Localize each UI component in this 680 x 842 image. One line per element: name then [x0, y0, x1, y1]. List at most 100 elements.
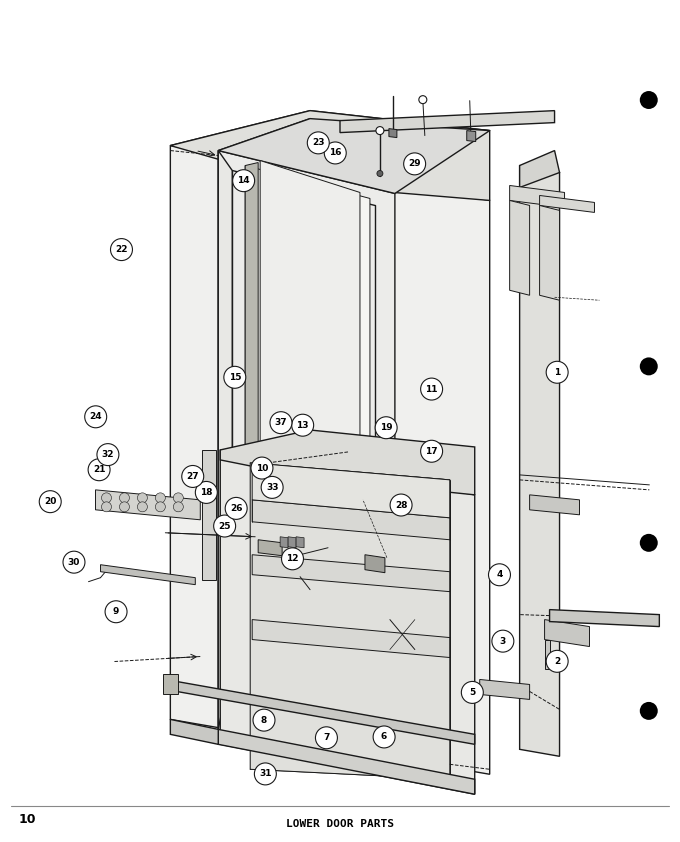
Text: 32: 32 — [102, 450, 114, 459]
Text: 11: 11 — [426, 385, 438, 393]
Text: 19: 19 — [380, 424, 392, 432]
Polygon shape — [509, 185, 564, 207]
Polygon shape — [252, 500, 449, 540]
Circle shape — [373, 726, 395, 748]
Text: 16: 16 — [329, 148, 341, 157]
Polygon shape — [340, 110, 555, 132]
Polygon shape — [252, 555, 449, 592]
Circle shape — [419, 96, 427, 104]
Circle shape — [225, 498, 247, 520]
Text: 15: 15 — [228, 373, 241, 381]
Text: LOWER DOOR PARTS: LOWER DOOR PARTS — [286, 819, 394, 829]
Polygon shape — [545, 620, 590, 647]
Polygon shape — [549, 610, 660, 626]
Text: 14: 14 — [237, 176, 250, 185]
Text: 4: 4 — [496, 570, 503, 579]
Circle shape — [261, 477, 283, 498]
Polygon shape — [252, 463, 449, 518]
Text: 6: 6 — [381, 733, 387, 742]
Circle shape — [233, 170, 254, 192]
Text: 33: 33 — [266, 482, 278, 492]
Polygon shape — [389, 129, 397, 137]
Circle shape — [251, 457, 273, 479]
Text: 2: 2 — [554, 657, 560, 666]
Circle shape — [640, 534, 658, 552]
Circle shape — [88, 459, 110, 481]
Circle shape — [101, 493, 112, 503]
Polygon shape — [466, 131, 476, 141]
Text: 31: 31 — [259, 770, 271, 778]
Polygon shape — [365, 555, 385, 573]
Polygon shape — [101, 565, 195, 584]
Circle shape — [137, 502, 148, 512]
Circle shape — [155, 502, 165, 512]
Circle shape — [85, 406, 107, 428]
Polygon shape — [288, 536, 296, 548]
Circle shape — [546, 650, 568, 672]
Circle shape — [546, 361, 568, 383]
Circle shape — [111, 238, 133, 260]
Text: 8: 8 — [261, 716, 267, 725]
Polygon shape — [479, 679, 530, 700]
Circle shape — [282, 548, 303, 570]
Text: 5: 5 — [469, 688, 475, 697]
Polygon shape — [530, 495, 579, 514]
Text: 20: 20 — [44, 497, 56, 506]
Circle shape — [461, 681, 483, 703]
Text: 9: 9 — [113, 607, 119, 616]
Circle shape — [39, 491, 61, 513]
Text: 29: 29 — [408, 159, 421, 168]
Circle shape — [63, 552, 85, 573]
Circle shape — [316, 727, 337, 749]
Text: 10: 10 — [18, 813, 36, 826]
Circle shape — [421, 440, 443, 462]
Polygon shape — [218, 119, 490, 194]
Circle shape — [376, 126, 384, 135]
Circle shape — [120, 502, 129, 512]
Polygon shape — [260, 161, 360, 679]
Circle shape — [253, 709, 275, 731]
Circle shape — [377, 171, 383, 177]
Polygon shape — [218, 151, 233, 729]
Text: 37: 37 — [275, 418, 287, 427]
Polygon shape — [171, 146, 490, 775]
Polygon shape — [545, 640, 549, 669]
Circle shape — [224, 366, 245, 388]
Polygon shape — [250, 463, 449, 779]
Polygon shape — [296, 536, 304, 548]
Polygon shape — [252, 620, 449, 658]
Polygon shape — [540, 205, 560, 301]
Circle shape — [292, 414, 313, 436]
Circle shape — [421, 378, 443, 400]
Circle shape — [404, 153, 426, 175]
Text: 21: 21 — [93, 466, 105, 474]
Circle shape — [270, 412, 292, 434]
Circle shape — [173, 493, 184, 503]
Polygon shape — [171, 719, 218, 744]
Text: 23: 23 — [312, 138, 324, 147]
Polygon shape — [95, 490, 201, 520]
Circle shape — [173, 502, 184, 512]
Text: 13: 13 — [296, 421, 309, 429]
Circle shape — [640, 357, 658, 376]
Circle shape — [640, 702, 658, 720]
Polygon shape — [245, 166, 370, 687]
Polygon shape — [280, 536, 288, 548]
Polygon shape — [163, 674, 178, 695]
Text: 18: 18 — [200, 488, 213, 497]
Circle shape — [155, 493, 165, 503]
Circle shape — [291, 552, 301, 562]
Circle shape — [307, 132, 329, 154]
Circle shape — [214, 515, 235, 537]
Polygon shape — [245, 163, 258, 654]
Text: 28: 28 — [395, 500, 407, 509]
Polygon shape — [218, 729, 475, 794]
Text: 22: 22 — [115, 245, 128, 254]
Circle shape — [182, 466, 204, 488]
Text: 10: 10 — [256, 464, 268, 472]
Polygon shape — [540, 195, 594, 212]
Text: 12: 12 — [286, 554, 299, 563]
Text: 1: 1 — [554, 368, 560, 376]
Text: 7: 7 — [323, 733, 330, 743]
Circle shape — [324, 142, 346, 164]
